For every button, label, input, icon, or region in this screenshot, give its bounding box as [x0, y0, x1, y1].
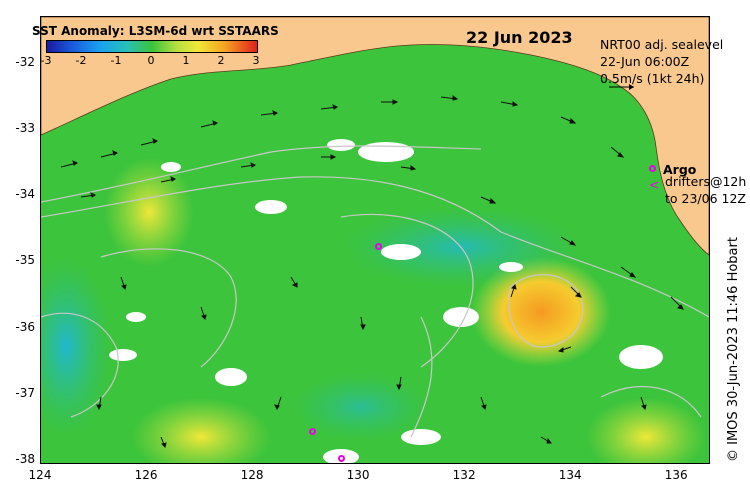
credit-text: © IMOS 30-Jun-2023 11:46 Hobart	[726, 237, 741, 462]
map-canvas	[41, 17, 709, 463]
map-date: 22 Jun 2023	[466, 28, 573, 47]
current-vectors	[60, 95, 684, 448]
drifter-label-line2: to 23/06 12Z	[665, 191, 746, 206]
y-tick-label: -37	[15, 385, 35, 400]
x-tick-label: 130	[346, 468, 370, 482]
y-tick-label: -36	[15, 319, 35, 334]
y-tick-label: -38	[15, 451, 35, 466]
colorbar	[46, 40, 258, 53]
colorbar-tick-label: 1	[182, 54, 190, 67]
current-time-label: 22-Jun 06:00Z	[600, 54, 690, 69]
colorbar-tick-label: 3	[252, 54, 260, 67]
y-tick-label: -32	[15, 55, 35, 70]
colorbar-tick-label: -3	[40, 54, 52, 67]
warm-patch-south	[131, 397, 271, 463]
scale-arrow-icon	[609, 84, 634, 90]
drifter-label-line1: drifters@12h	[665, 174, 747, 189]
argo-label: Argo	[663, 162, 697, 177]
colorbar-tick-label: -1	[110, 54, 122, 67]
x-tick-label: 132	[452, 468, 476, 482]
sst-map[interactable]	[40, 16, 710, 464]
x-tick-label: 128	[240, 468, 264, 482]
cool-patch-south	[291, 372, 431, 442]
x-tick-label: 126	[134, 468, 158, 482]
argo-float-marker[interactable]	[309, 428, 317, 436]
y-tick-label: -33	[15, 121, 35, 136]
argo-float-marker[interactable]	[338, 454, 346, 462]
colorbar-tick-label: -2	[75, 54, 87, 67]
colorbar-title: SST Anomaly: L3SM-6d wrt SSTAARS	[32, 24, 279, 38]
y-tick-label: -35	[15, 253, 35, 268]
argo-marker-icon	[649, 165, 656, 172]
argo-float-marker[interactable]	[375, 243, 383, 251]
sealevel-contours	[41, 145, 709, 438]
colorbar-tick-label: 0	[147, 54, 155, 67]
cool-patch-west	[41, 257, 111, 437]
drifter-symbol-icon: <	[649, 178, 660, 192]
warm-eddy	[471, 257, 611, 367]
y-tick-label: -34	[15, 187, 35, 202]
current-model-label: NRT00 adj. sealevel	[600, 37, 724, 52]
warm-patch-southeast	[586, 397, 706, 463]
x-tick-label: 134	[558, 468, 582, 482]
colorbar-tick-label: 2	[217, 54, 225, 67]
current-scale-label: 0.5m/s (1kt 24h)	[600, 71, 705, 86]
cloud-gaps	[109, 139, 663, 463]
x-tick-label: 136	[664, 468, 688, 482]
x-tick-label: 124	[28, 468, 52, 482]
